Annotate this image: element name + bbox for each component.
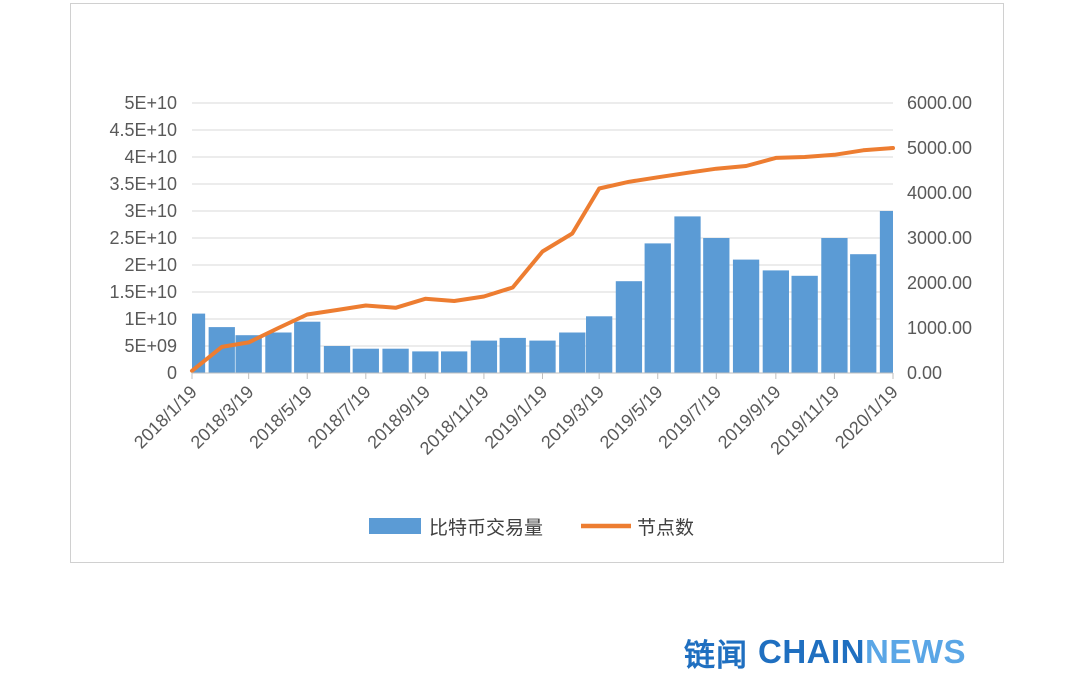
bar (192, 313, 206, 373)
left-axis-tick-label: 2E+10 (124, 255, 177, 275)
x-axis-tick-label: 2020/1/19 (831, 382, 902, 453)
legend-label-line: 节点数 (637, 517, 694, 539)
bar (265, 332, 292, 373)
line-point (714, 167, 718, 171)
line-point (570, 232, 574, 235)
chainnews-logo: 链闻 CHAIN NEWS (684, 630, 966, 674)
line-point (803, 155, 807, 159)
grid-lines (192, 102, 893, 347)
left-axis-tick-label: 3.5E+10 (109, 174, 177, 194)
right-axis-tick-label: 0.00 (907, 363, 942, 383)
line-point (774, 156, 778, 160)
line-point (832, 153, 836, 157)
right-axis-tick-label: 4000.00 (907, 183, 972, 203)
line-point (305, 313, 309, 316)
left-axis-tick-label: 4.5E+10 (109, 120, 177, 140)
chart-svg: 0 5E+09 1E+10 1.5E+10 2E+10 2.5E+10 3E+10 3.5E+… (109, 93, 972, 539)
bar (208, 327, 235, 373)
bar (732, 259, 760, 373)
bar (470, 340, 498, 373)
line-point (861, 148, 865, 152)
bar-series (192, 211, 893, 373)
logo-cn-text: 链闻 (684, 637, 748, 674)
x-axis-tick-label: 2018/3/19 (187, 382, 258, 453)
x-axis-tick-label: 2019/7/19 (654, 382, 725, 453)
x-axis-tick-labels: 2018/1/192018/3/192018/5/192018/7/192018… (130, 382, 902, 459)
bar (850, 254, 877, 373)
legend-label-bar: 比特币交易量 (429, 517, 543, 539)
line-point (394, 306, 398, 310)
bar (412, 351, 439, 373)
line-point (423, 297, 427, 301)
line-point (511, 286, 515, 289)
bar (762, 270, 789, 373)
x-axis-tick-label: 2019/3/19 (537, 382, 608, 453)
bar (586, 316, 613, 373)
line-point (744, 164, 748, 168)
right-axis-tick-labels: 0.00 1000.00 2000.00 3000.00 4000.00 5000.00 6… (907, 93, 972, 383)
left-axis-tick-label: 3E+10 (124, 201, 177, 221)
axes (191, 372, 894, 379)
line-point (335, 308, 339, 312)
bar (499, 337, 526, 373)
x-axis-tick-label: 2019/5/19 (596, 382, 667, 453)
line-point (247, 340, 251, 344)
line-point (656, 175, 660, 179)
chart-frame: 0 5E+09 1E+10 1.5E+10 2E+10 2.5E+10 3E+10 3.5E+… (70, 3, 1004, 563)
line-point (220, 345, 224, 349)
bar (529, 340, 556, 373)
line-point (190, 369, 194, 373)
bar (791, 275, 818, 373)
logo-news-text: NEWS (865, 633, 966, 670)
left-axis-tick-label: 0 (167, 363, 177, 383)
line-point (891, 146, 895, 150)
line-point (276, 326, 280, 330)
left-axis-tick-label: 2.5E+10 (109, 228, 177, 248)
left-axis-tick-label: 4E+10 (124, 147, 177, 167)
line-series (190, 146, 895, 373)
line-point (541, 250, 544, 253)
bar (703, 238, 730, 373)
logo-chain-text: CHAIN (758, 633, 865, 670)
left-axis-tick-labels: 0 5E+09 1E+10 1.5E+10 2E+10 2.5E+10 3E+10 3.5E+… (109, 93, 177, 383)
right-axis-tick-label: 3000.00 (907, 228, 972, 248)
right-axis-tick-label: 5000.00 (907, 138, 972, 158)
left-axis-tick-label: 1.5E+10 (109, 282, 177, 302)
left-axis-tick-label: 5E+09 (124, 336, 177, 356)
line-point (452, 299, 456, 303)
right-axis-tick-label: 2000.00 (907, 273, 972, 293)
line-point (597, 187, 601, 190)
x-axis-tick-label: 2018/7/19 (304, 382, 375, 453)
right-axis-tick-label: 6000.00 (907, 93, 972, 113)
bar (323, 346, 351, 373)
right-axis-tick-label: 1000.00 (907, 318, 972, 338)
bar (644, 243, 671, 373)
line-point (482, 295, 486, 298)
line-point (686, 171, 690, 175)
line-point (364, 304, 368, 307)
line-point (627, 180, 631, 184)
bar (674, 216, 701, 373)
legend-swatch-bar (369, 518, 421, 534)
bar (559, 332, 586, 373)
bar (352, 348, 379, 373)
bar (294, 321, 321, 373)
bar (821, 238, 848, 373)
bar (441, 351, 468, 373)
left-axis-tick-label: 5E+10 (124, 93, 177, 113)
bar (615, 281, 643, 373)
bar (382, 348, 409, 373)
left-axis-tick-label: 1E+10 (124, 309, 177, 329)
x-axis-tick-label: 2018/5/19 (245, 382, 316, 453)
bar (879, 211, 893, 373)
legend: 比特币交易量 节点数 (369, 517, 694, 539)
